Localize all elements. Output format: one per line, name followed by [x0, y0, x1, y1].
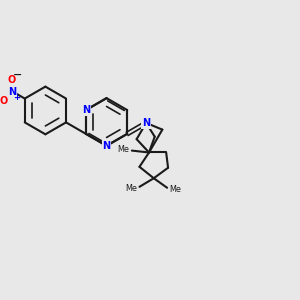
Text: N: N: [103, 141, 111, 151]
Text: −: −: [13, 70, 22, 80]
Text: O: O: [0, 96, 8, 106]
Text: N: N: [142, 118, 150, 128]
Text: N: N: [82, 105, 90, 115]
Text: Me: Me: [169, 185, 181, 194]
Text: Me: Me: [125, 184, 137, 193]
Text: Me: Me: [118, 145, 130, 154]
Text: +: +: [13, 93, 20, 102]
Text: N: N: [8, 86, 17, 97]
Text: O: O: [7, 74, 16, 85]
